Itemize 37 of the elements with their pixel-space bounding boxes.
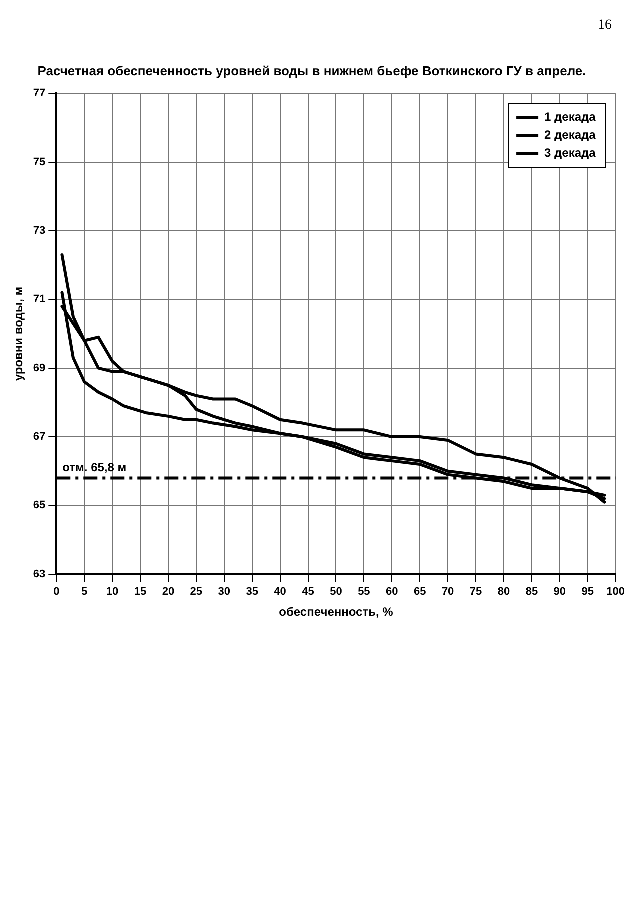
x-tick-label: 25 xyxy=(190,586,203,598)
x-tick-label: 40 xyxy=(274,586,286,598)
x-tick-label: 70 xyxy=(442,586,454,598)
x-tick-label: 60 xyxy=(386,586,398,598)
y-tick-label: 77 xyxy=(33,88,46,100)
y-tick-label: 75 xyxy=(33,156,46,168)
y-tick-label: 69 xyxy=(33,362,46,374)
text: 16 xyxy=(598,18,612,34)
legend-label: 2 декада xyxy=(544,128,596,142)
x-tick-label: 50 xyxy=(330,586,342,598)
x-tick-label: 75 xyxy=(470,586,482,598)
y-tick-label: 67 xyxy=(33,431,46,444)
x-tick-label: 80 xyxy=(498,586,510,598)
x-tick-label: 65 xyxy=(414,586,426,598)
x-tick-label: 10 xyxy=(106,586,119,598)
x-tick-label: 100 xyxy=(606,586,626,598)
y-tick-label: 73 xyxy=(33,225,46,238)
x-axis-title: обеспеченность, % xyxy=(279,605,394,620)
x-tick-label: 95 xyxy=(582,586,594,598)
y-tick-label: 71 xyxy=(33,294,46,306)
x-tick-label: 55 xyxy=(358,586,370,598)
x-tick-label: 30 xyxy=(218,586,231,598)
legend-label: 3 декада xyxy=(544,146,596,160)
chart-title: Расчетная обеспеченность уровней воды в нижнем бьефе Воткинского ГУ в апреле. xyxy=(38,63,586,78)
y-axis-title: уровни воды, м xyxy=(12,286,26,382)
x-tick-label: 5 xyxy=(82,586,88,598)
x-tick-label: 35 xyxy=(246,586,258,598)
x-tick-label: 20 xyxy=(162,586,175,598)
ref-line-label: отм. 65,8 м xyxy=(62,460,127,475)
x-tick-label: 90 xyxy=(554,586,566,598)
x-tick-label: 45 xyxy=(302,586,314,598)
y-tick-label: 63 xyxy=(33,568,46,580)
x-tick-label: 85 xyxy=(526,586,538,598)
x-tick-label: 15 xyxy=(134,586,147,598)
y-tick-label: 65 xyxy=(33,500,46,512)
legend-label: 1 декада xyxy=(544,110,596,124)
x-tick-label: 0 xyxy=(54,586,60,598)
